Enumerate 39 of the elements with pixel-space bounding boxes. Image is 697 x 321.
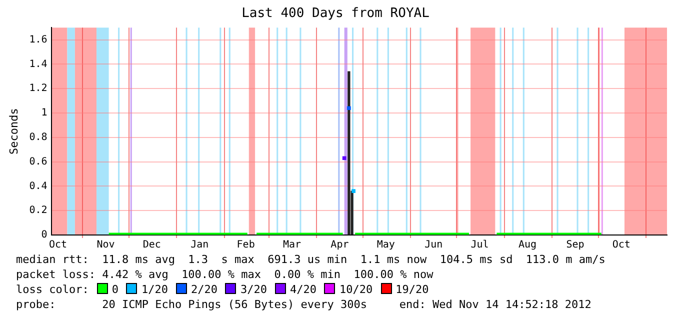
y-tick-label: 0.8 — [29, 132, 48, 143]
legend-title: loss color: — [16, 283, 89, 296]
x-tick-label: Feb — [236, 240, 255, 251]
x-tick-label: Apr — [330, 240, 349, 251]
point — [352, 189, 356, 193]
y-tick-label: 1.2 — [29, 83, 48, 94]
x-tick-label: Aug — [518, 240, 537, 251]
legend-label: 0 — [112, 283, 118, 296]
x-tick-label: Oct — [612, 240, 630, 251]
text: packet loss: 4.42 % avg 100.00 % max 0.00 % min 100.00 % now — [16, 267, 434, 282]
x-tick-label: Oct — [48, 240, 68, 251]
text: end: Wed Nov 14 14:52:18 2012 — [399, 297, 592, 312]
x-tick-label: Nov — [96, 240, 115, 251]
y-tick-label: 1.6 — [29, 34, 48, 46]
legend-label: 10/20 — [339, 283, 373, 296]
y-tick-label: 0.4 — [29, 180, 48, 192]
y-tick-label: 0.2 — [29, 205, 48, 216]
legend-label: 4/20 — [290, 283, 316, 296]
legend-label: 3/20 — [240, 283, 267, 296]
point — [342, 156, 346, 160]
x-tick-label: May — [376, 240, 395, 251]
y-tick-label: 0 — [41, 230, 48, 241]
point — [347, 106, 351, 110]
x-tick-label: Jun — [424, 240, 443, 251]
legend-label: 19/20 — [396, 283, 429, 296]
y-tick-label: 0.6 — [29, 156, 48, 168]
text: probe: 20 ICMP Echo Pings (56 Bytes) every 300s — [16, 298, 367, 311]
chart-title: Last 400 Days from ROYAL — [242, 6, 430, 22]
legend-label: 2/20 — [190, 283, 218, 296]
text: median rtt: 11.8 ms avg 1.3 s max 691.3 us min 1.1 ms now 104.5 ms sd 113.0 m am/s — [16, 252, 606, 267]
x-tick-label: Dec — [142, 240, 161, 251]
legend-label: 1/20 — [141, 283, 168, 296]
y-tick-label: 1 — [41, 108, 48, 119]
x-tick-label: Jul — [470, 240, 489, 251]
x-tick-label: Mar — [282, 240, 302, 251]
y-tick-label: 1.4 — [29, 58, 48, 70]
x-tick-label: Jan — [190, 240, 209, 251]
x-tick-label: Sep — [566, 240, 584, 251]
y-axis-title: Seconds — [7, 108, 20, 154]
